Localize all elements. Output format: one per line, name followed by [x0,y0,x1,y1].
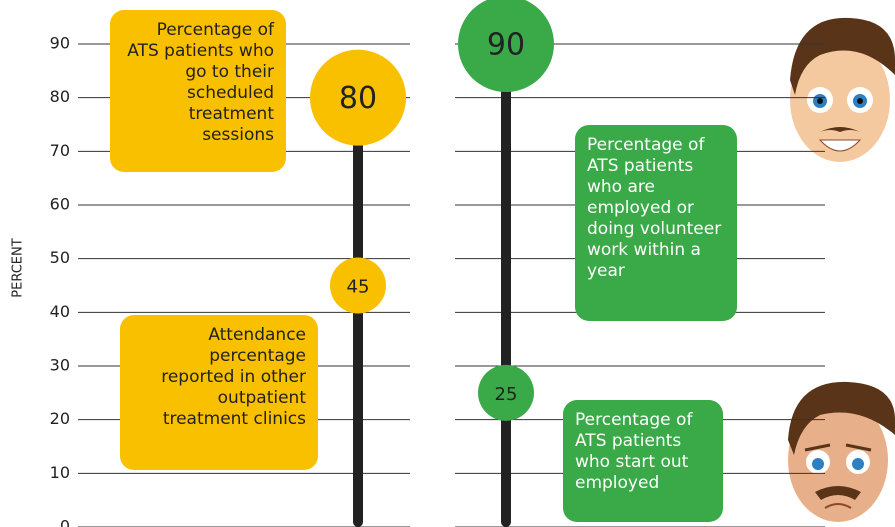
y-tick-label: 20 [50,409,70,428]
value-label: 45 [347,277,370,298]
y-tick-label: 80 [50,87,70,106]
y-tick-label: 70 [50,141,70,160]
callout: Percentage of ATS patients who are emplo… [575,125,737,321]
y-tick-label: 50 [50,248,70,267]
sad-face [788,382,895,522]
page: PERCENT 0 10 20 30 40 50 60 70 80 90 80 45 90 25 Perc… [0,0,895,527]
y-tick-label: 60 [50,195,70,214]
y-tick-label: 40 [50,302,70,321]
happy-face [790,18,895,162]
y-tick-label: 90 [50,34,70,53]
y-tick-label: 30 [50,356,70,375]
y-tick-label: 0 [60,517,70,527]
y-tick-label: 10 [50,463,70,482]
callout: Percentage of ATS patients who go to the… [110,10,286,172]
value-label: 25 [495,384,518,405]
stem [501,44,511,527]
callout: Percentage of ATS patients who start out… [563,400,723,522]
value-label: 80 [339,81,377,116]
callout: Attendance percentage reported in other … [120,315,318,470]
value-label: 90 [487,28,525,63]
y-axis-label: PERCENT [11,238,26,297]
